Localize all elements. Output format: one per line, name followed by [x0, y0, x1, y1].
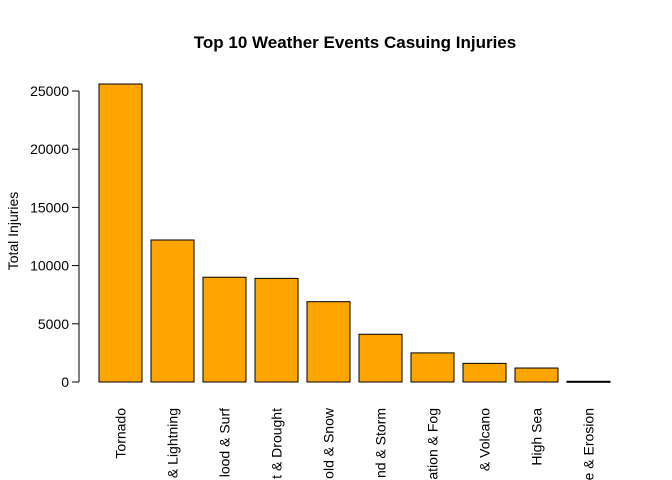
bar-8 — [462, 362, 507, 383]
x-axis-labels: Tornado & Lightning lood & Surf t & Drought… — [113, 407, 597, 480]
bars — [98, 83, 611, 383]
bar-3 — [202, 276, 247, 383]
x-category-label: old & Snow — [321, 407, 337, 479]
bar-7 — [410, 352, 455, 383]
bar-5 — [306, 301, 351, 383]
bar-10 — [566, 380, 611, 383]
y-tick-label: 25000 — [30, 83, 69, 99]
x-category-label: lood & Surf — [217, 408, 233, 477]
x-category-label: nd & Storm — [373, 408, 389, 478]
y-tick-label: 15000 — [30, 199, 69, 215]
y-tick-label: 10000 — [30, 258, 69, 274]
x-category-label: & Volcano — [477, 408, 493, 471]
y-axis: 0 5000 10000 15000 20000 25000 — [30, 83, 80, 390]
x-category-label: & Lightning — [165, 408, 181, 478]
y-tick-label: 5000 — [38, 316, 69, 332]
x-category-label: Tornado — [113, 408, 129, 459]
x-category-label: High Sea — [529, 408, 545, 466]
y-tick-label: 0 — [61, 374, 69, 390]
bar-2 — [150, 239, 195, 383]
chart-title: Top 10 Weather Events Casuing Injuries — [194, 33, 516, 52]
x-category-label: e & Erosion — [581, 408, 597, 480]
x-category-label: t & Drought — [269, 408, 285, 479]
x-category-label: ation & Fog — [425, 408, 441, 480]
bar-6 — [358, 333, 403, 383]
bar-1 — [98, 83, 143, 383]
bar-9 — [514, 367, 559, 383]
y-axis-label: Total Injuries — [5, 192, 21, 271]
y-tick-label: 20000 — [30, 141, 69, 157]
bar-4 — [254, 277, 299, 383]
